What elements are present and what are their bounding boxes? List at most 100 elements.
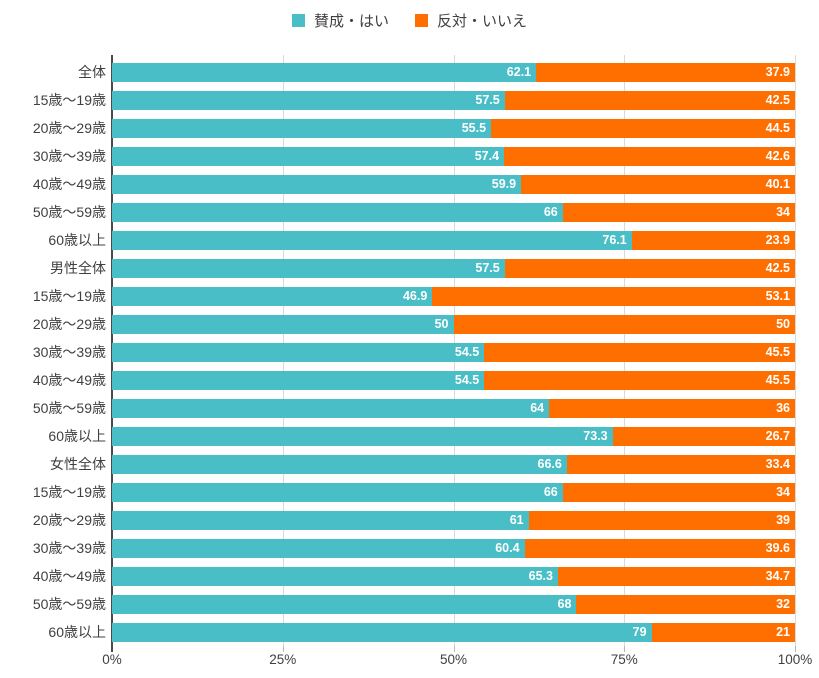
bar-value-label: 68 — [557, 597, 572, 611]
bar-row: 65.3 34.7 — [112, 562, 795, 590]
stacked-bar: 59.9 40.1 — [112, 174, 795, 194]
bar-row: 60.4 39.6 — [112, 534, 795, 562]
bar-value-label: 50 — [434, 317, 449, 331]
bar-row: 57.5 42.5 — [112, 254, 795, 282]
x-axis-tick-label: 50% — [439, 652, 468, 667]
bar-segment-yes: 50 — [112, 314, 454, 334]
gridline — [795, 55, 796, 646]
bar-segment-no: 26.7 — [612, 426, 795, 446]
bar-row: 68 32 — [112, 590, 795, 618]
stacked-bar: 64 36 — [112, 398, 795, 418]
bar-value-label: 46.9 — [402, 289, 428, 303]
bar-segment-no: 36 — [549, 398, 795, 418]
bar-segment-no: 23.9 — [631, 230, 795, 250]
bar-value-label: 42.5 — [765, 93, 790, 107]
bar-segment-yes: 62.1 — [112, 62, 537, 82]
bar-value-label: 55.5 — [461, 121, 487, 135]
bar-value-label: 54.5 — [454, 345, 480, 359]
bar-row: 76.1 23.9 — [112, 226, 795, 254]
x-axis-tick — [453, 646, 455, 652]
bar-row: 66 34 — [112, 478, 795, 506]
stacked-bar: 66.6 33.4 — [112, 454, 795, 474]
bar-segment-no: 42.5 — [504, 90, 795, 110]
category-label: 15歳〜19歳 — [32, 92, 106, 108]
category-label: 30歳〜39歳 — [32, 540, 106, 556]
bar-segment-no: 40.1 — [521, 174, 795, 194]
bar-segment-yes: 59.9 — [112, 174, 522, 194]
bar-row: 50 50 — [112, 310, 795, 338]
x-axis-tick-label: 25% — [269, 652, 297, 667]
bar-segment-yes: 46.9 — [112, 286, 433, 306]
stacked-bar: 50 50 — [112, 314, 795, 334]
bar-value-label: 66 — [543, 485, 558, 499]
stacked-bar: 57.5 42.5 — [112, 90, 795, 110]
bar-row: 64 36 — [112, 394, 795, 422]
bar-row: 54.5 45.5 — [112, 338, 795, 366]
bar-segment-no: 50 — [453, 314, 795, 334]
category-label: 60歳以上 — [48, 428, 106, 444]
bar-value-label: 57.5 — [475, 93, 500, 107]
bar-row: 55.5 44.5 — [112, 114, 795, 142]
stacked-bar: 57.4 42.6 — [112, 146, 795, 166]
chart-legend: 賛成・はい 反対・いいえ — [0, 10, 819, 31]
bar-value-label: 40.1 — [765, 177, 790, 191]
category-label: 50歳〜59歳 — [32, 400, 106, 416]
bar-value-label: 33.4 — [765, 457, 790, 471]
bar-segment-yes: 54.5 — [112, 342, 485, 362]
stacked-bar: 65.3 34.7 — [112, 566, 795, 586]
bar-value-label: 39 — [776, 513, 790, 527]
stacked-bar: 66 34 — [112, 202, 795, 222]
bar-value-label: 57.5 — [475, 261, 500, 275]
legend-item-0: 賛成・はい — [291, 10, 389, 31]
bar-segment-no: 45.5 — [484, 342, 795, 362]
bar-value-label: 57.4 — [474, 149, 500, 163]
stacked-bar: 73.3 26.7 — [112, 426, 795, 446]
x-axis-tick-label: 75% — [610, 652, 638, 667]
bar-segment-yes: 66 — [112, 482, 563, 502]
bar-segment-yes: 76.1 — [112, 230, 632, 250]
bar-row: 66.6 33.4 — [112, 450, 795, 478]
bar-segment-yes: 61 — [112, 510, 529, 530]
category-label: 20歳〜29歳 — [32, 512, 106, 528]
stacked-bar: 54.5 45.5 — [112, 342, 795, 362]
bar-segment-no: 34 — [562, 482, 795, 502]
bar-segment-yes: 54.5 — [112, 370, 485, 390]
bar-value-label: 34.7 — [765, 569, 790, 583]
stacked-bar: 55.5 44.5 — [112, 118, 795, 138]
bar-value-label: 45.5 — [765, 373, 790, 387]
bar-segment-no: 34.7 — [557, 566, 795, 586]
bar-segment-yes: 68 — [112, 594, 577, 614]
category-label: 20歳〜29歳 — [32, 316, 106, 332]
bar-rows: 62.1 37.9 57.5 42.5 55.5 44.5 57.4 42.6 59.9 40.1… — [112, 58, 795, 646]
bar-row: 54.5 45.5 — [112, 366, 795, 394]
category-label: 30歳〜39歳 — [32, 148, 106, 164]
bar-segment-yes: 64 — [112, 398, 550, 418]
bar-segment-no: 34 — [562, 202, 795, 222]
legend-label: 賛成・はい — [313, 13, 389, 30]
category-label: 15歳〜19歳 — [32, 288, 106, 304]
bar-value-label: 34 — [776, 205, 790, 219]
stacked-bar: 66 34 — [112, 482, 795, 502]
x-axis-labels: 0% 25% 50% 75% 100% — [102, 652, 812, 672]
bar-value-label: 45.5 — [765, 345, 790, 359]
bar-row: 79 21 — [112, 618, 795, 646]
bar-value-label: 26.7 — [765, 429, 790, 443]
category-label: 40歳〜49歳 — [32, 372, 106, 388]
stacked-bar: 68 32 — [112, 594, 795, 614]
bar-row: 57.5 42.5 — [112, 86, 795, 114]
bar-value-label: 23.9 — [765, 233, 790, 247]
bar-value-label: 64 — [530, 401, 545, 415]
bar-value-label: 42.5 — [765, 261, 790, 275]
category-label: 女性全体 — [50, 456, 106, 472]
bar-segment-no: 45.5 — [484, 370, 795, 390]
legend-swatch-icon — [415, 14, 428, 27]
category-label: 60歳以上 — [48, 624, 106, 640]
bar-value-label: 60.4 — [495, 541, 520, 555]
bar-value-label: 34 — [776, 485, 790, 499]
x-axis-tick-label: 0% — [102, 652, 122, 667]
category-label: 50歳〜59歳 — [32, 596, 106, 612]
stacked-bar: 57.5 42.5 — [112, 258, 795, 278]
plot-area: 62.1 37.9 57.5 42.5 55.5 44.5 57.4 42.6 59.9 40.1… — [111, 55, 796, 652]
bar-row: 57.4 42.6 — [112, 142, 795, 170]
category-label: 60歳以上 — [48, 232, 106, 248]
